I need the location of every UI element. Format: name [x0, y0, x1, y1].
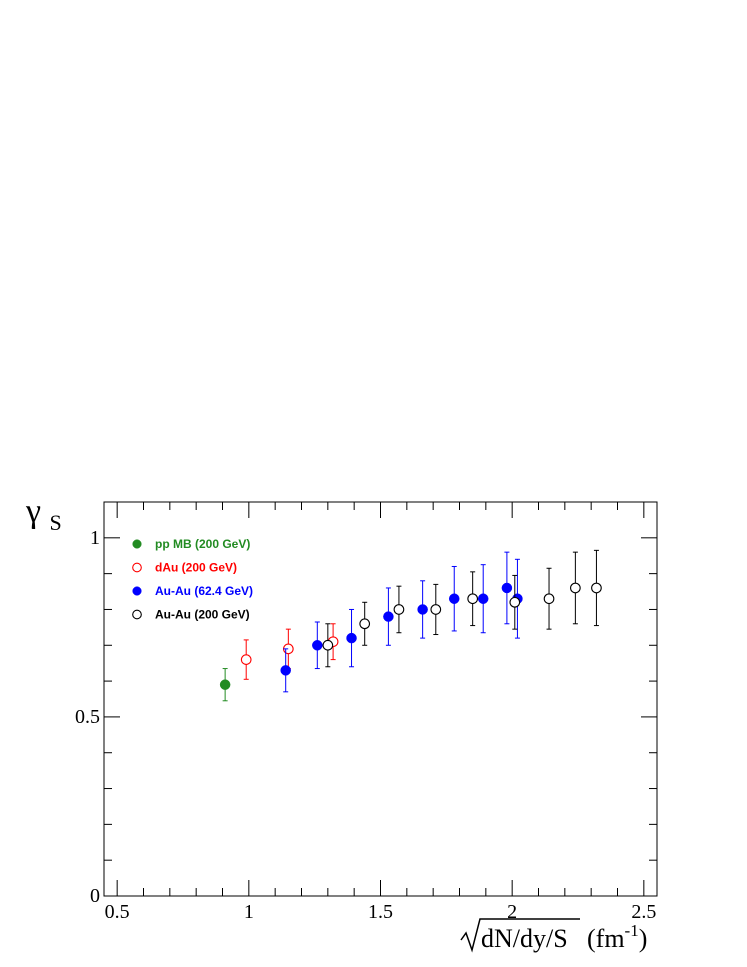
- data-point: [312, 640, 323, 651]
- y-axis-title-main: γ: [25, 493, 41, 530]
- svg-text:(fm-1): (fm-1): [587, 921, 647, 953]
- data-point: [430, 604, 442, 615]
- x-tick-label: 2: [507, 901, 517, 923]
- data-point: [501, 582, 513, 594]
- legend-label: dAu (200 GeV): [155, 561, 237, 575]
- radical-sign: [460, 918, 580, 953]
- data-point: [393, 604, 405, 615]
- data-point: [417, 604, 428, 615]
- x-axis-title-unit: (fm: [587, 924, 625, 953]
- legend-marker: [132, 562, 142, 573]
- data-point: [359, 618, 371, 630]
- data-point: [219, 679, 231, 690]
- x-tick-label: 1: [244, 901, 254, 923]
- x-axis-title-unit-close: ): [639, 924, 648, 953]
- y-tick-label: 0.5: [75, 706, 100, 728]
- x-axis-title-unit-exponent: -1: [625, 921, 639, 940]
- axis-ticks: 0.5 1 1.5 2 2.500.51: [75, 501, 657, 923]
- y-tick-label: 1: [90, 527, 100, 549]
- data-point: [570, 582, 581, 594]
- data-point: [477, 593, 489, 604]
- legend-marker: [132, 539, 142, 549]
- data-point: [591, 582, 602, 594]
- data-point: [448, 593, 460, 604]
- legend-label: Au-Au (62.4 GeV): [155, 584, 253, 598]
- data-point: [322, 639, 334, 651]
- series-0: [219, 668, 231, 702]
- svg-text:γ S: γ S: [25, 493, 62, 535]
- x-tick-label: 0.5: [105, 901, 130, 923]
- y-axis-title: γ S: [25, 493, 62, 535]
- legend-marker: [132, 586, 142, 596]
- y-tick-label: 0: [90, 885, 100, 907]
- svg-text:dN/dy/S: dN/dy/S: [481, 924, 568, 953]
- series-3: [322, 549, 602, 668]
- legend-label: pp MB (200 GeV): [155, 537, 250, 551]
- x-tick-label: 1.5: [368, 901, 393, 923]
- legend: pp MB (200 GeV) dAu (200 GeV) Au-Au (62.4 …: [132, 537, 253, 622]
- y-axis-title-sub: S: [50, 510, 62, 535]
- series-1: [240, 623, 339, 680]
- data-point: [346, 632, 357, 644]
- data-point: [467, 593, 479, 605]
- x-tick-label: 2.5: [631, 901, 656, 923]
- data-point: [543, 593, 555, 605]
- data-point: [383, 611, 394, 622]
- legend-marker: [132, 609, 142, 620]
- data-point: [280, 665, 291, 676]
- x-axis-title: dN/dy/S (fm-1): [460, 918, 647, 953]
- data-points: [219, 549, 602, 702]
- x-axis-title-radicand: dN/dy/S: [481, 924, 568, 953]
- data-point: [240, 654, 252, 665]
- data-point: [509, 596, 521, 608]
- legend-label: Au-Au (200 GeV): [155, 608, 250, 622]
- series-2: [280, 551, 523, 693]
